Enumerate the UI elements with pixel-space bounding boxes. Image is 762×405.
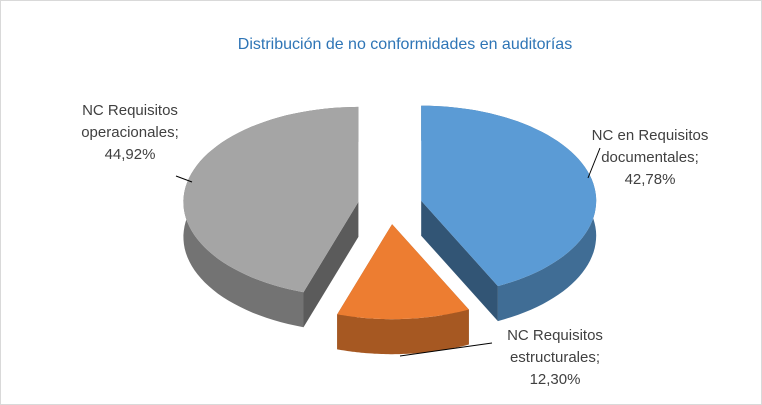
label-category: NC en Requisitos documentales [591,127,709,166]
data-label: NC Requisitos estructurales; 12,30% [480,325,630,391]
data-label: NC en Requisitos documentales; 42,78% [575,125,725,191]
slice-wall [337,309,469,355]
label-separator: ; [595,349,601,366]
leader-line [175,175,193,183]
slice-side [303,201,359,328]
slice-top [183,106,359,293]
label-value: 12,30% [529,371,581,388]
label-category: NC Requisitos operacionales [81,102,178,141]
slice-side [421,200,498,322]
pie-slice [183,106,359,328]
slice-top [421,105,597,287]
label-value: 44,92% [104,146,156,163]
label-separator: ; [174,124,179,141]
label-category: NC Requisitos estructurales [507,327,603,366]
label-value: 42,78% [624,171,676,188]
chart-title: Distribución de no conformidades en audi… [238,36,572,53]
label-separator: ; [694,149,699,166]
pie-slice [337,224,469,355]
slice-top [337,224,469,320]
leader-line [587,147,601,179]
pie-slice [421,105,597,322]
leader-line [399,342,493,357]
data-label: NC Requisitos operacionales; 44,92% [55,100,205,166]
